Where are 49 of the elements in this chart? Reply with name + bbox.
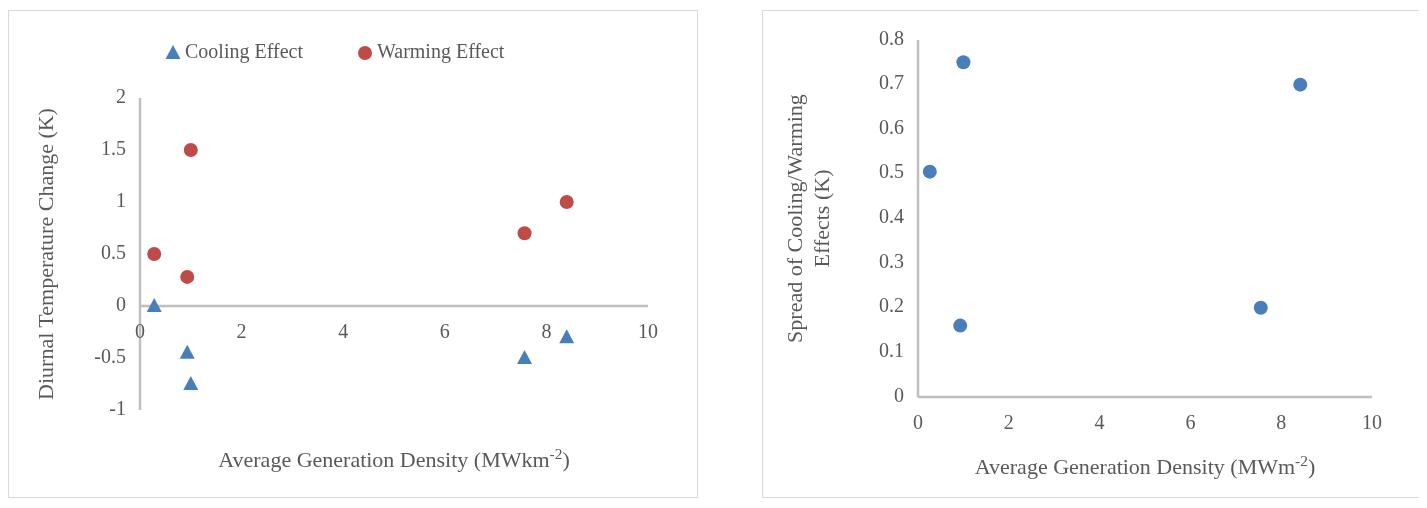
y-axis-title: Spread of Cooling/Warming Effects (K) — [782, 94, 834, 343]
point — [1293, 77, 1308, 92]
x-tick-label: 8 — [541, 320, 552, 342]
point — [922, 164, 937, 179]
point — [179, 344, 195, 359]
point — [517, 350, 533, 364]
x-tick-label: 10 — [1362, 411, 1382, 433]
x-axis-title: Average Generation Density (MWm$^{-2}$) — [974, 451, 1316, 479]
y-tick-label: -1 — [109, 396, 126, 419]
x-tick-label: 8 — [1276, 411, 1287, 433]
y-tick-label: 0.3 — [879, 249, 904, 272]
point — [183, 376, 199, 390]
y-tick-label: 1.5 — [101, 136, 126, 159]
y-tick-label: 0.8 — [879, 26, 904, 49]
point — [953, 318, 968, 333]
y-tick-label: 1 — [116, 188, 126, 211]
point — [559, 195, 574, 209]
point — [559, 329, 575, 344]
y-axis-title: Diurnal Temperature Change (K) — [33, 108, 58, 400]
y-tick-label: 0.1 — [879, 338, 904, 361]
point — [183, 143, 198, 157]
y-tick-label: 0.4 — [879, 205, 904, 228]
point — [956, 55, 971, 70]
point — [1253, 300, 1268, 315]
point — [180, 269, 195, 284]
y-tick-label: 2 — [116, 84, 126, 107]
y-tick-label: 0.2 — [879, 294, 904, 317]
x-tick-label: 4 — [338, 320, 349, 342]
y-tick-label: 0.6 — [879, 115, 904, 138]
y-tick-label: 0 — [894, 383, 904, 406]
y-tick-label: 0.5 — [101, 240, 126, 263]
point — [146, 298, 162, 312]
y-tick-label: 0.5 — [879, 160, 904, 183]
y-tick-label: 0 — [116, 292, 126, 315]
x-tick-label: 2 — [1003, 411, 1014, 433]
x-tick-label: 0 — [913, 411, 923, 433]
legend-label: Warming Effect — [377, 39, 505, 63]
point — [147, 247, 162, 261]
y-tick-label: 0.7 — [879, 71, 904, 94]
x-tick-label: 0 — [135, 320, 145, 342]
point — [517, 226, 532, 241]
x-tick-label: 6 — [1185, 411, 1196, 433]
y-tick-label: -0.5 — [94, 344, 126, 367]
x-tick-label: 10 — [638, 320, 658, 342]
x-axis-title: Average Generation Density (MWkm$^{-2}$) — [218, 444, 570, 472]
x-tick-label: 2 — [236, 320, 247, 342]
x-tick-label: 4 — [1094, 411, 1105, 433]
x-tick-label: 6 — [439, 320, 450, 342]
legend-label: Cooling Effect — [185, 39, 304, 63]
